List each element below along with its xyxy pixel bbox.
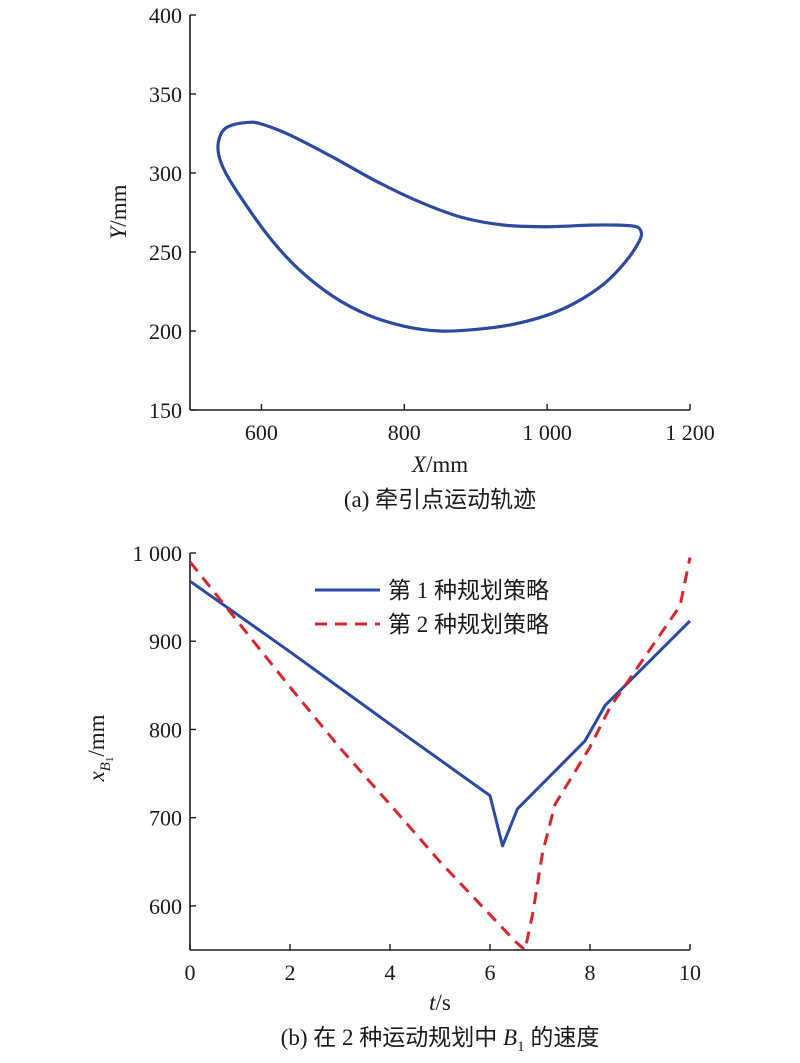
panel-a-xtick-label: 1 000 xyxy=(522,420,572,445)
panel-a-ytick-label: 300 xyxy=(149,161,182,186)
panel-b-xtick-label: 8 xyxy=(585,960,596,985)
panel-b-ylabel: xB1/mm xyxy=(84,714,116,782)
panel-a-caption: (a) 牵引点运动轨迹 xyxy=(344,487,536,512)
panel-a-xtick-label: 1 200 xyxy=(665,420,715,445)
panel-a-ticks: 600 800 1 000 1 200 150 200 250 300 350 400 xyxy=(149,3,715,445)
panel-a-ytick-label: 350 xyxy=(149,82,182,107)
panel-a-xlabel: X/mm xyxy=(411,452,468,477)
panel-b-series xyxy=(190,557,692,950)
panel-b-ytick-label: 800 xyxy=(149,717,182,742)
panel-b-ticks: 0 2 4 6 8 10 600 700 800 900 1 000 xyxy=(133,541,702,985)
panel-a-ytick-label: 150 xyxy=(149,398,182,423)
series-2-line xyxy=(190,557,692,950)
panel-b-ytick-label: 700 xyxy=(149,806,182,831)
legend: 第 1 种规划策略 第 2 种规划策略 xyxy=(315,578,549,637)
panel-b-xlabel: t/s xyxy=(429,990,451,1015)
panel-a-xtick-label: 800 xyxy=(388,420,421,445)
panel-a-xtick-label: 600 xyxy=(245,420,278,445)
panel-b-xtick-label: 4 xyxy=(385,960,396,985)
panel-b-xtick-label: 10 xyxy=(679,960,701,985)
panel-b-ytick-label: 1 000 xyxy=(133,541,183,566)
trajectory-line xyxy=(216,120,644,333)
panel-b-xtick-label: 2 xyxy=(285,960,296,985)
panel-b-ytick-label: 600 xyxy=(149,894,182,919)
panel-b-ytick-label: 900 xyxy=(149,629,182,654)
legend-label-series-2: 第 2 种规划策略 xyxy=(388,612,549,637)
panel-a-ylabel: Y/mm xyxy=(106,184,131,239)
panel-a-ytick-label: 400 xyxy=(149,3,182,28)
panel-b-caption: (b) 在 2 种运动规划中 B1 的速度 xyxy=(281,1025,600,1055)
panel-a-ytick-label: 250 xyxy=(149,240,182,265)
panel-b: 0 2 4 6 8 10 600 700 800 900 1 000 第 1 种规划策略 第 2 种… xyxy=(84,541,701,1055)
legend-label-series-1: 第 1 种规划策略 xyxy=(388,578,549,603)
series-1-line xyxy=(190,579,692,848)
panel-b-xtick-label: 6 xyxy=(485,960,496,985)
panel-a-ytick-label: 200 xyxy=(149,319,182,344)
panel-b-xtick-label: 0 xyxy=(185,960,196,985)
